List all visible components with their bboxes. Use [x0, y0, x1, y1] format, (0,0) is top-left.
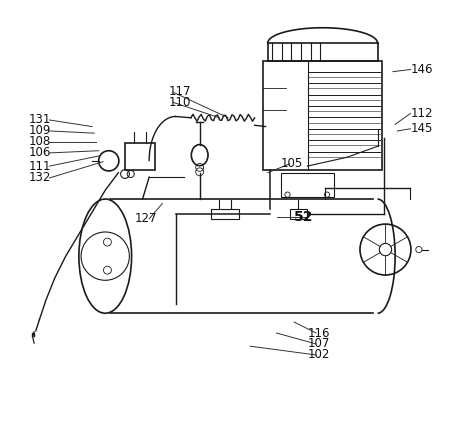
Text: 117: 117: [169, 85, 191, 98]
Text: 108: 108: [28, 135, 51, 149]
Text: 52: 52: [294, 210, 314, 224]
Text: 102: 102: [307, 348, 329, 362]
Text: 127: 127: [135, 212, 157, 225]
Text: 105: 105: [281, 157, 303, 171]
Bar: [264, 61, 382, 171]
Bar: [210, 209, 239, 219]
Text: 112: 112: [410, 107, 433, 120]
Text: 106: 106: [28, 146, 51, 160]
Text: 109: 109: [28, 125, 51, 137]
Bar: [290, 209, 307, 219]
Text: 116: 116: [307, 327, 330, 339]
Text: 131: 131: [28, 114, 51, 126]
Text: 107: 107: [307, 338, 329, 351]
Text: 111: 111: [28, 160, 51, 172]
Bar: [125, 143, 155, 171]
Text: 132: 132: [28, 171, 51, 184]
Text: 146: 146: [410, 63, 433, 76]
Text: 145: 145: [410, 122, 433, 135]
Bar: [281, 173, 334, 197]
Text: 110: 110: [169, 96, 191, 109]
